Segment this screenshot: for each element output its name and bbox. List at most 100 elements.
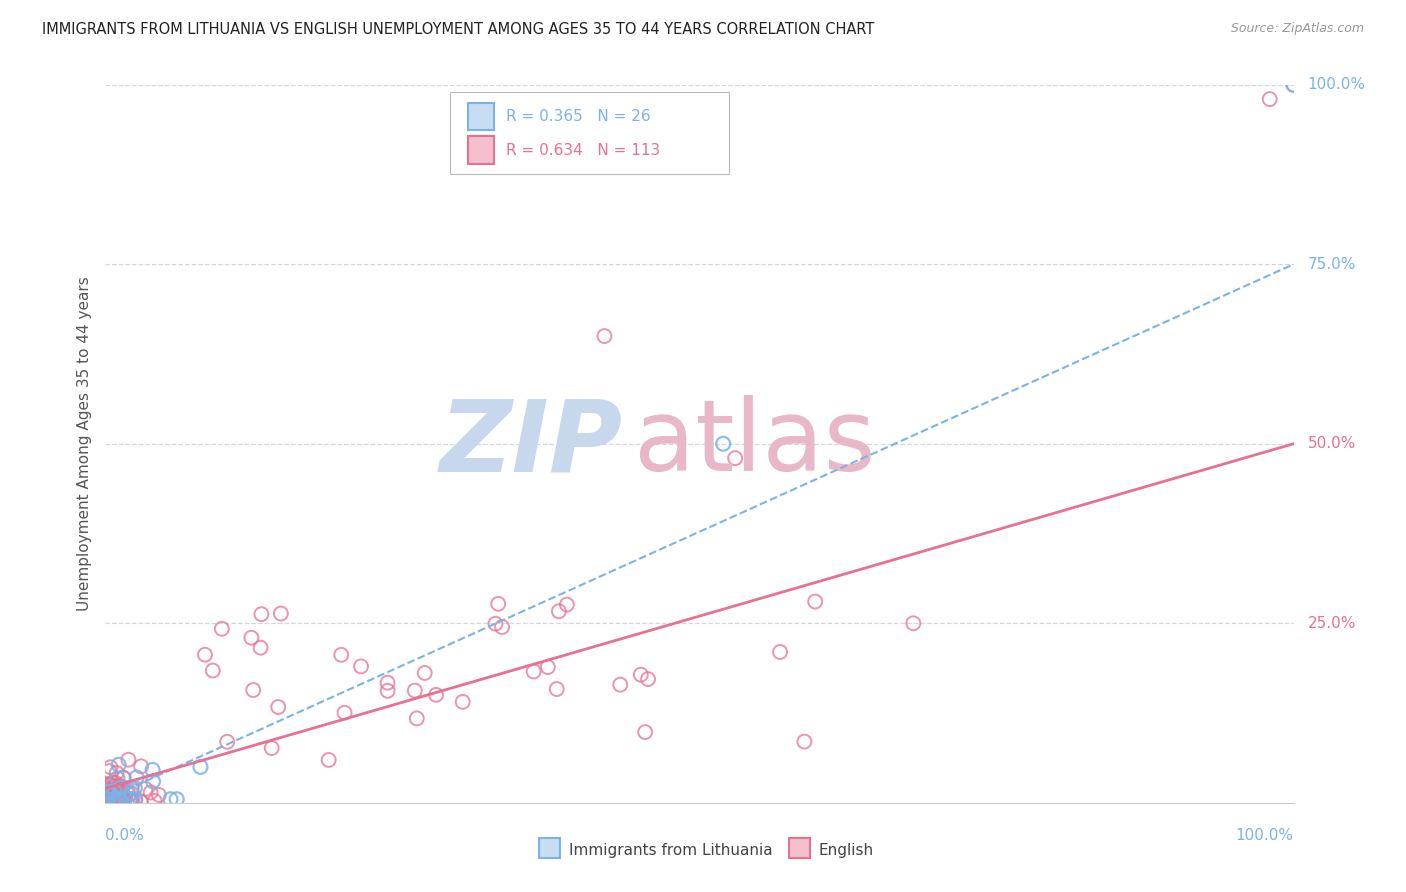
Point — [103, 794, 125, 808]
Point — [270, 607, 292, 621]
Point — [96, 792, 118, 806]
Point — [318, 753, 340, 767]
Point — [124, 794, 146, 808]
Point — [769, 645, 792, 659]
Point — [101, 789, 124, 804]
Point — [350, 659, 373, 673]
Point — [260, 741, 283, 756]
Point — [115, 785, 138, 799]
Point — [100, 788, 122, 802]
Point — [143, 794, 166, 808]
FancyBboxPatch shape — [450, 92, 730, 175]
Point — [98, 782, 121, 797]
Point — [451, 695, 474, 709]
Point — [330, 648, 353, 662]
Point — [111, 794, 134, 808]
Point — [108, 784, 131, 798]
Point — [105, 772, 128, 786]
Point — [103, 785, 125, 799]
Point — [148, 788, 170, 802]
Point — [108, 780, 131, 794]
Point — [121, 787, 143, 801]
Point — [711, 436, 734, 450]
Point — [609, 678, 631, 692]
Point — [110, 782, 132, 797]
Point — [425, 688, 447, 702]
Point — [100, 783, 122, 797]
Point — [98, 785, 121, 799]
Point — [100, 786, 122, 800]
Point — [194, 648, 217, 662]
Point — [105, 783, 128, 797]
Point — [593, 329, 616, 343]
Point — [114, 790, 136, 805]
Point — [97, 793, 120, 807]
Point — [491, 620, 513, 634]
Point — [249, 640, 271, 655]
Point — [377, 683, 399, 698]
Text: 100.0%: 100.0% — [1308, 78, 1365, 92]
Text: 100.0%: 100.0% — [1236, 828, 1294, 843]
Text: Source: ZipAtlas.com: Source: ZipAtlas.com — [1230, 22, 1364, 36]
Point — [1258, 92, 1281, 106]
Point — [1282, 78, 1305, 92]
Point — [103, 784, 125, 798]
FancyBboxPatch shape — [468, 103, 494, 130]
Point — [637, 672, 659, 686]
Point — [100, 794, 122, 808]
Point — [159, 792, 181, 806]
Point — [108, 794, 131, 808]
Point — [377, 675, 399, 690]
Point — [124, 780, 146, 795]
Point — [125, 771, 148, 785]
Point — [114, 791, 136, 805]
Point — [190, 760, 212, 774]
Text: R = 0.365   N = 26: R = 0.365 N = 26 — [506, 109, 651, 124]
Point — [96, 786, 118, 800]
Point — [104, 776, 127, 790]
Point — [98, 778, 121, 792]
Point — [105, 782, 128, 797]
Text: R = 0.634   N = 113: R = 0.634 N = 113 — [506, 143, 659, 158]
Point — [103, 792, 125, 806]
Point — [96, 784, 118, 798]
Point — [96, 793, 118, 807]
Point — [120, 794, 142, 808]
Point — [404, 683, 426, 698]
Point — [96, 792, 118, 806]
Point — [105, 766, 128, 780]
Point — [129, 759, 152, 773]
Point — [634, 725, 657, 739]
Point — [112, 771, 135, 785]
Point — [117, 753, 139, 767]
Point — [103, 779, 125, 793]
Point — [793, 734, 815, 748]
Point — [405, 711, 427, 725]
FancyBboxPatch shape — [538, 838, 561, 858]
Text: IMMIGRANTS FROM LITHUANIA VS ENGLISH UNEMPLOYMENT AMONG AGES 35 TO 44 YEARS CORR: IMMIGRANTS FROM LITHUANIA VS ENGLISH UNE… — [42, 22, 875, 37]
Point — [97, 787, 120, 801]
Point — [121, 794, 143, 808]
Point — [546, 681, 568, 696]
Point — [724, 451, 747, 466]
Point — [101, 775, 124, 789]
Point — [112, 771, 135, 785]
Point — [413, 665, 436, 680]
Point — [96, 782, 118, 797]
Point — [804, 594, 827, 608]
Point — [903, 616, 925, 631]
Point — [630, 667, 652, 681]
Point — [111, 780, 134, 794]
Point — [100, 790, 122, 805]
FancyBboxPatch shape — [468, 136, 494, 164]
Point — [120, 792, 142, 806]
Text: Immigrants from Lithuania: Immigrants from Lithuania — [569, 843, 772, 858]
Point — [555, 598, 578, 612]
Point — [267, 700, 290, 714]
Point — [97, 780, 120, 795]
Point — [96, 793, 118, 807]
Point — [96, 792, 118, 806]
Point — [217, 735, 239, 749]
Point — [105, 789, 128, 803]
Point — [98, 764, 121, 778]
